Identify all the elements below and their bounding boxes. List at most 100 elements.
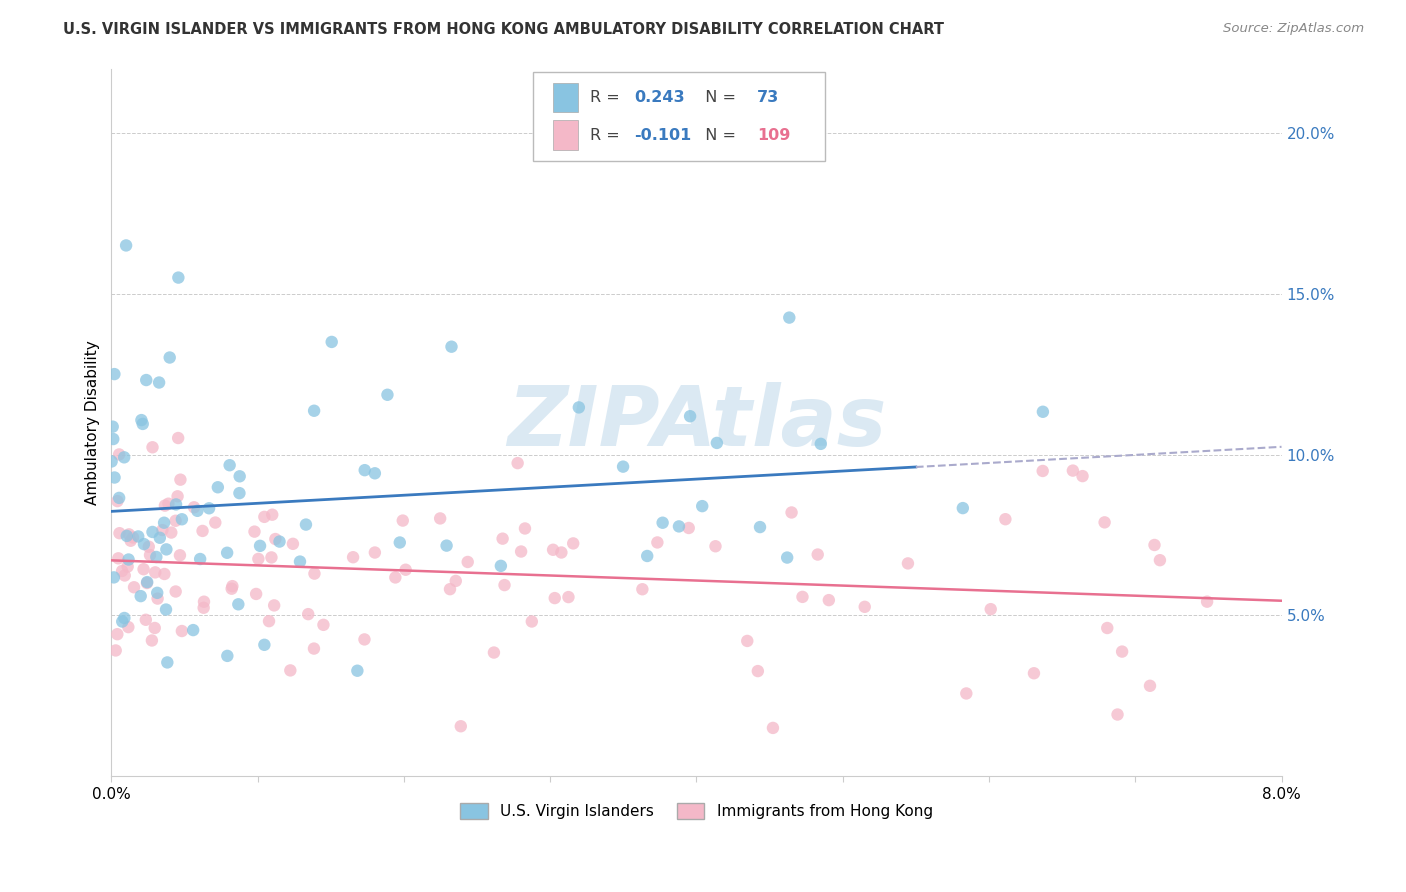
Point: [450, 719, 472, 733]
Point: [897, 557, 920, 571]
FancyBboxPatch shape: [533, 72, 825, 161]
Point: [167, 431, 190, 445]
Text: U.S. VIRGIN ISLANDER VS IMMIGRANTS FROM HONG KONG AMBULATORY DISABILITY CORRELAT: U.S. VIRGIN ISLANDER VS IMMIGRANTS FROM …: [63, 22, 945, 37]
Point: [853, 599, 876, 614]
Point: [155, 602, 177, 616]
Point: [135, 613, 157, 627]
Point: [651, 516, 673, 530]
Point: [186, 504, 208, 518]
Point: [679, 409, 702, 424]
Point: [364, 545, 387, 559]
Point: [170, 512, 193, 526]
Point: [165, 498, 187, 512]
Point: [108, 491, 131, 505]
Point: [636, 549, 658, 563]
Point: [562, 536, 585, 550]
Point: [103, 470, 125, 484]
Point: [489, 558, 512, 573]
Point: [143, 566, 166, 580]
Point: [510, 544, 533, 558]
Point: [706, 436, 728, 450]
Point: [117, 552, 139, 566]
Point: [108, 447, 131, 461]
Point: [1022, 666, 1045, 681]
Point: [198, 501, 221, 516]
Point: [321, 334, 343, 349]
Point: [520, 615, 543, 629]
Point: [117, 620, 139, 634]
Point: [269, 534, 291, 549]
Point: [139, 548, 162, 562]
Point: [228, 469, 250, 483]
Point: [1197, 595, 1219, 609]
Point: [105, 627, 128, 641]
Bar: [553, 120, 578, 150]
Point: [145, 549, 167, 564]
Point: [312, 617, 335, 632]
Point: [245, 587, 267, 601]
Point: [346, 664, 368, 678]
Text: ZIPAtlas: ZIPAtlas: [506, 382, 886, 463]
Point: [444, 574, 467, 588]
Point: [122, 531, 145, 545]
Point: [207, 480, 229, 494]
Y-axis label: Ambulatory Disability: Ambulatory Disability: [86, 340, 100, 505]
Point: [167, 270, 190, 285]
Point: [165, 514, 187, 528]
Point: [494, 578, 516, 592]
Text: 0.243: 0.243: [634, 90, 685, 105]
Point: [1111, 644, 1133, 658]
Point: [297, 607, 319, 621]
Point: [111, 615, 134, 629]
Text: N =: N =: [696, 128, 741, 143]
Point: [101, 419, 124, 434]
Point: [778, 310, 800, 325]
Point: [1032, 464, 1054, 478]
Point: [780, 506, 803, 520]
Point: [160, 525, 183, 540]
Point: [668, 519, 690, 533]
Point: [439, 582, 461, 596]
Point: [120, 533, 142, 548]
Point: [1062, 464, 1084, 478]
Point: [117, 559, 139, 574]
Legend: U.S. Virgin Islanders, Immigrants from Hong Kong: U.S. Virgin Islanders, Immigrants from H…: [454, 797, 939, 825]
Text: N =: N =: [696, 90, 741, 105]
Point: [994, 512, 1017, 526]
Point: [108, 526, 131, 541]
Point: [247, 552, 270, 566]
Point: [631, 582, 654, 597]
Point: [141, 524, 163, 539]
Point: [747, 664, 769, 678]
Point: [136, 575, 159, 590]
Point: [678, 521, 700, 535]
Point: [103, 570, 125, 584]
Point: [544, 591, 567, 606]
Point: [353, 632, 375, 647]
Point: [952, 501, 974, 516]
Point: [263, 599, 285, 613]
Point: [264, 532, 287, 546]
Point: [281, 537, 304, 551]
Point: [257, 614, 280, 628]
Point: [122, 580, 145, 594]
Point: [148, 376, 170, 390]
Point: [146, 586, 169, 600]
Point: [288, 555, 311, 569]
Text: 73: 73: [758, 90, 779, 105]
Point: [513, 521, 536, 535]
Point: [440, 340, 463, 354]
Point: [391, 514, 413, 528]
Point: [612, 459, 634, 474]
Point: [169, 549, 191, 563]
Point: [183, 500, 205, 515]
Point: [100, 454, 122, 468]
Point: [436, 539, 458, 553]
Point: [253, 638, 276, 652]
Point: [762, 721, 785, 735]
Point: [115, 529, 138, 543]
Point: [188, 552, 211, 566]
Point: [792, 590, 814, 604]
Point: [103, 367, 125, 381]
Point: [152, 523, 174, 537]
